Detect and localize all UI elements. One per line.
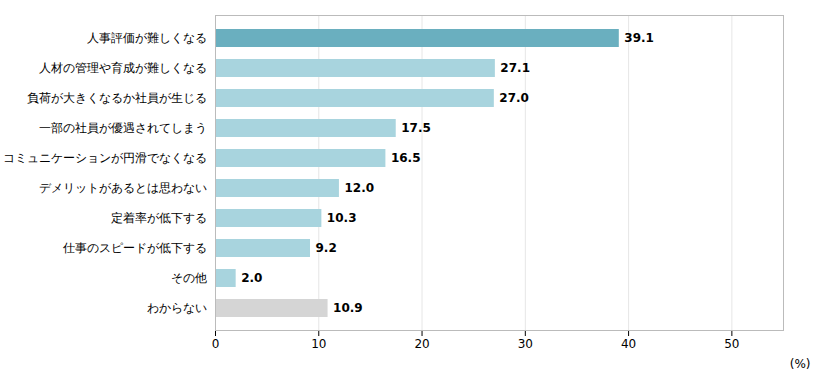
svg-text:10.9: 10.9: [333, 301, 363, 315]
svg-text:9.2: 9.2: [316, 241, 337, 255]
svg-text:10.3: 10.3: [327, 211, 357, 225]
svg-text:仕事のスピードが低下する: 仕事のスピードが低下する: [62, 241, 207, 255]
svg-text:27.1: 27.1: [500, 61, 530, 75]
svg-text:16.5: 16.5: [391, 151, 421, 165]
svg-text:0: 0: [212, 337, 220, 351]
svg-text:39.1: 39.1: [624, 31, 654, 45]
svg-text:人材の管理や育成が難しくなる: 人材の管理や育成が難しくなる: [39, 61, 207, 75]
svg-text:定着率が低下する: 定着率が低下する: [111, 211, 207, 225]
svg-text:17.5: 17.5: [401, 121, 431, 135]
svg-text:デメリットがあるとは思わない: デメリットがあるとは思わない: [39, 181, 207, 195]
svg-text:負荷が大きくなるか社員が生じる: 負荷が大きくなるか社員が生じる: [27, 91, 207, 105]
svg-text:27.0: 27.0: [499, 91, 529, 105]
svg-text:20: 20: [414, 337, 429, 351]
svg-text:(%): (%): [790, 357, 811, 370]
svg-text:その他: その他: [171, 271, 207, 285]
svg-text:コミュニケーションが円滑でなくなる: コミュニケーションが円滑でなくなる: [3, 151, 207, 165]
svg-text:10: 10: [311, 337, 326, 351]
svg-text:一部の社員が優遇されてしまう: 一部の社員が優遇されてしまう: [39, 121, 207, 135]
svg-text:30: 30: [518, 337, 533, 351]
svg-text:50: 50: [724, 337, 739, 351]
svg-text:12.0: 12.0: [344, 181, 374, 195]
svg-text:わからない: わからない: [147, 301, 207, 315]
svg-text:2.0: 2.0: [241, 271, 262, 285]
svg-text:人事評価が難しくなる: 人事評価が難しくなる: [87, 31, 207, 45]
svg-text:40: 40: [621, 337, 636, 351]
